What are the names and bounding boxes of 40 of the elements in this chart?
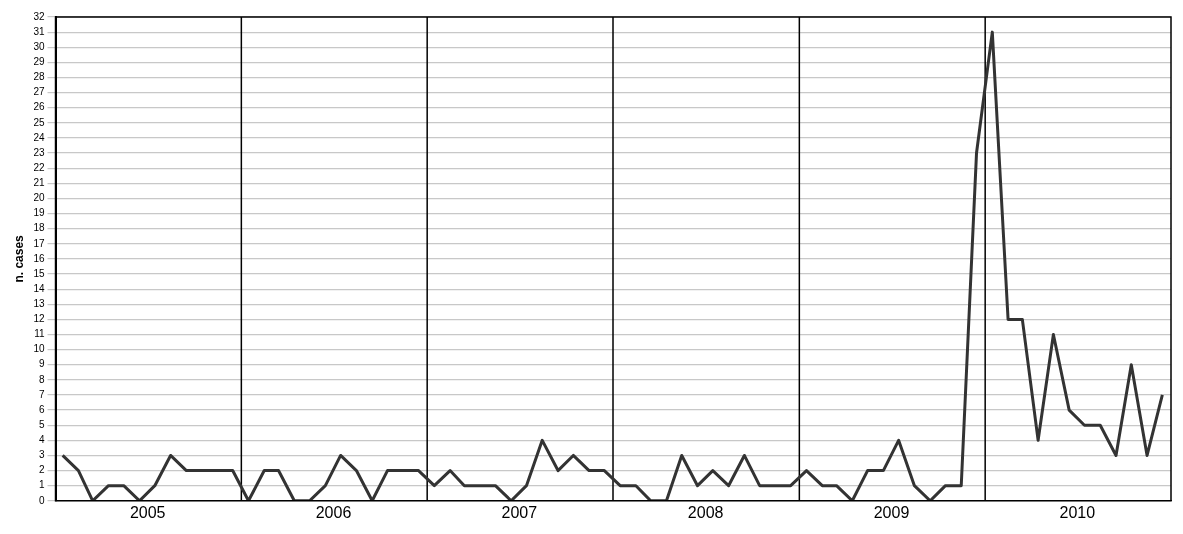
y-tick-label: 11 — [34, 328, 45, 340]
y-tick-label: 5 — [38, 418, 45, 430]
y-tick-label: 12 — [33, 313, 45, 325]
y-tick-label: 28 — [33, 71, 45, 83]
y-tick-label: 3 — [38, 449, 45, 461]
y-tick-label: 22 — [33, 161, 45, 173]
y-tick-label: 6 — [38, 403, 45, 415]
x-tick-label: 2010 — [1059, 503, 1096, 521]
y-tick-label: 17 — [33, 237, 45, 249]
y-tick-label: 9 — [38, 358, 45, 370]
y-tick-label: 8 — [38, 373, 45, 385]
y-tick-label: 16 — [33, 252, 45, 264]
y-tick-label: 18 — [33, 222, 45, 234]
y-tick-label: 27 — [33, 86, 45, 98]
y-tick-label: 19 — [33, 207, 45, 219]
y-tick-label: 20 — [33, 192, 45, 204]
x-tick-label: 2008 — [687, 503, 724, 521]
y-tick-label: 29 — [33, 56, 45, 68]
y-tick-label: 25 — [33, 116, 45, 128]
y-tick-label: 26 — [33, 101, 45, 113]
y-tick-label: 2 — [38, 464, 45, 476]
y-tick-label: 14 — [33, 282, 45, 294]
y-tick-label: 30 — [33, 40, 45, 52]
y-tick-label: 7 — [38, 388, 45, 400]
x-tick-label: 2009 — [873, 503, 910, 521]
y-tick-label: 0 — [38, 494, 45, 506]
x-tick-label: 2005 — [129, 503, 166, 521]
y-tick-label: 15 — [33, 267, 45, 279]
y-tick-label: 32 — [33, 10, 45, 22]
y-tick-label: 13 — [33, 298, 45, 310]
y-tick-label: 24 — [33, 131, 45, 143]
y-tick-label: 31 — [33, 25, 45, 37]
x-tick-label: 2006 — [315, 503, 352, 521]
x-tick-label: 2007 — [501, 503, 538, 521]
y-tick-label: 4 — [38, 434, 45, 446]
y-tick-label: 1 — [38, 479, 45, 491]
y-tick-label: 23 — [33, 146, 45, 158]
y-tick-label: 10 — [33, 343, 45, 355]
y-axis-title: n. cases — [11, 234, 26, 283]
y-tick-label: 21 — [33, 177, 45, 189]
